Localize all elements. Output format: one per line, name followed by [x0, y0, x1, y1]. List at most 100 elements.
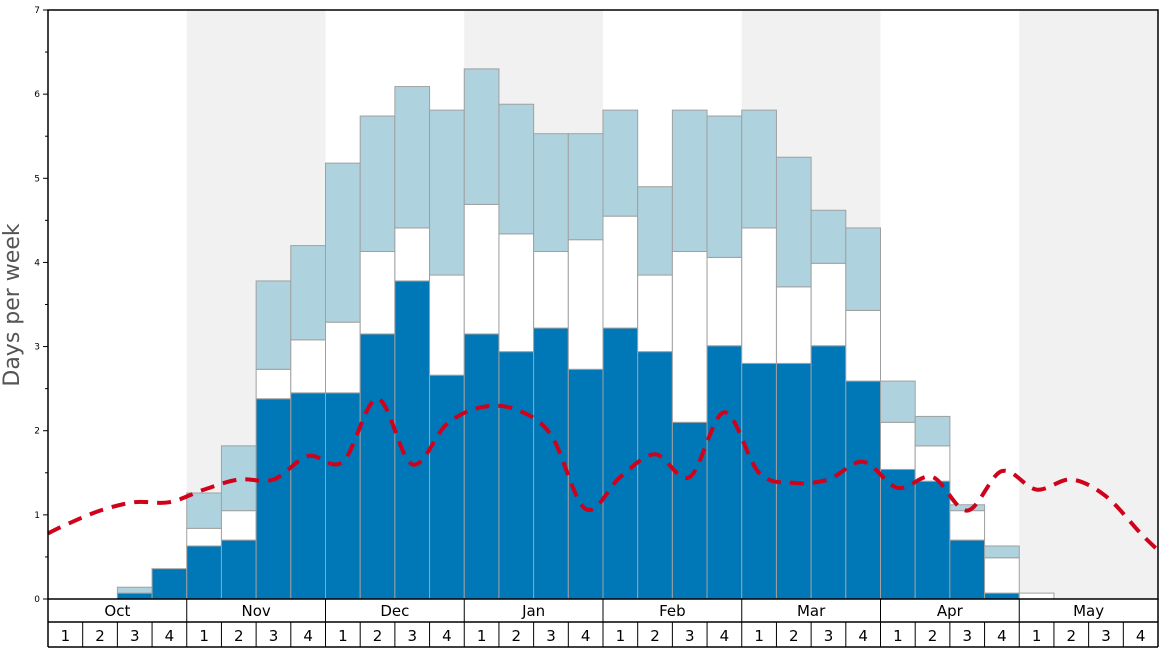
week-label-oct-2: 2: [95, 627, 105, 645]
month-label-dec: Dec: [380, 602, 409, 620]
month-label-nov: Nov: [241, 602, 270, 620]
bar-segment-0-3: [151, 568, 188, 600]
bar-segment-2-7: [290, 245, 326, 341]
week-label-apr-4: 4: [997, 627, 1007, 645]
month-label-jan: Jan: [521, 602, 545, 620]
week-label-mar-2: 2: [789, 627, 799, 645]
week-label-dec-4: 4: [442, 627, 452, 645]
bar-segment-2-8: [325, 162, 361, 323]
bar-segment-0-25: [914, 480, 951, 600]
bar-segment-2-12: [463, 68, 500, 205]
month-label-mar: Mar: [797, 602, 826, 620]
week-label-jan-3: 3: [546, 627, 556, 645]
bar-segment-0-16: [602, 327, 639, 600]
week-label-mar-4: 4: [858, 627, 868, 645]
bar-segment-0-10: [394, 280, 431, 600]
bar-segment-0-8: [325, 392, 361, 600]
bar-segment-0-23: [845, 380, 881, 600]
week-label-oct-1: 1: [61, 627, 71, 645]
week-label-apr-1: 1: [893, 627, 903, 645]
bar-segment-2-18: [671, 109, 708, 252]
bar-segment-0-27: [984, 592, 1020, 600]
week-label-feb-1: 1: [616, 627, 626, 645]
bar-segment-2-10: [394, 86, 431, 229]
bar-segment-1-11: [429, 274, 465, 376]
bar-segment-0-11: [429, 374, 465, 600]
week-label-feb-3: 3: [685, 627, 695, 645]
bar-segment-1-17: [637, 274, 673, 353]
bar-segment-0-18: [671, 421, 708, 600]
trend-line: [47, 396, 1160, 552]
bar-segment-1-12: [463, 203, 500, 335]
week-label-feb-4: 4: [720, 627, 730, 645]
week-label-may-4: 4: [1136, 627, 1146, 645]
bar-segment-1-24: [880, 421, 916, 470]
x-axis: Oct 1 2 3 4 Nov 1 2 3 4 Dec 1 2 3 4 Jan 1 2 3 4 Feb 1 2 3 4 Mar 1 2…: [47, 599, 1159, 648]
bar-segment-2-4: [186, 492, 222, 529]
bar-segment-1-25: [914, 445, 951, 482]
bar-segment-1-19: [706, 256, 743, 347]
bar-segment-0-26: [949, 539, 986, 600]
week-label-oct-4: 4: [165, 627, 175, 645]
week-label-oct-3: 3: [130, 627, 140, 645]
week-label-jan-2: 2: [512, 627, 522, 645]
bar-segment-2-25: [914, 415, 951, 447]
bar-segment-2-22: [810, 209, 847, 264]
week-label-apr-3: 3: [962, 627, 972, 645]
week-label-dec-3: 3: [407, 627, 417, 645]
bar-segment-1-10: [394, 227, 431, 282]
bar-segment-1-4: [186, 527, 222, 547]
month-label-oct: Oct: [104, 602, 130, 620]
bar-segment-2-14: [533, 133, 569, 252]
week-label-nov-2: 2: [234, 627, 244, 645]
week-label-feb-2: 2: [650, 627, 660, 645]
bar-segment-2-19: [706, 115, 743, 258]
y-tick-label-0: 0: [34, 595, 40, 605]
bar-segment-1-23: [845, 309, 881, 382]
week-label-dec-2: 2: [373, 627, 383, 645]
bar-segment-1-15: [567, 239, 604, 370]
week-label-mar-3: 3: [824, 627, 834, 645]
bar-segment-1-8: [325, 321, 361, 394]
y-tick-label-4: 4: [34, 258, 40, 268]
week-label-mar-1: 1: [754, 627, 764, 645]
week-label-jan-4: 4: [581, 627, 591, 645]
week-label-nov-3: 3: [269, 627, 279, 645]
month-label-apr: Apr: [937, 602, 964, 620]
bar-segment-2-20: [741, 109, 777, 229]
bar-segment-2-17: [637, 186, 673, 276]
y-tick-label-3: 3: [34, 343, 40, 353]
bar-segment-0-5: [220, 539, 257, 600]
bar-segment-0-15: [567, 368, 604, 600]
bar-segment-1-28: [1018, 592, 1055, 600]
bar-segment-2-13: [498, 103, 535, 235]
bar-segment-0-24: [880, 468, 916, 600]
bar-segment-2-27: [984, 545, 1020, 559]
bar-segment-1-18: [671, 250, 708, 423]
y-tick-label-6: 6: [34, 90, 40, 100]
bar-segment-1-16: [602, 215, 639, 329]
trend-line-path: [47, 396, 1160, 552]
week-label-may-1: 1: [1032, 627, 1042, 645]
week-label-jan-1: 1: [477, 627, 487, 645]
month-label-feb: Feb: [659, 602, 686, 620]
bar-segment-1-9: [359, 250, 396, 335]
bar-segment-2-23: [845, 227, 881, 311]
bar-segment-2-2: [116, 586, 153, 594]
bar-segment-1-20: [741, 227, 777, 364]
y-tick-label-2: 2: [34, 427, 40, 437]
bar-segment-1-5: [220, 510, 257, 541]
month-band-may: [1019, 10, 1158, 599]
bar-segment-1-27: [984, 557, 1020, 594]
bar-segment-2-16: [602, 109, 639, 217]
bar-segment-2-15: [567, 133, 604, 241]
bar-segment-0-9: [359, 333, 396, 600]
bar-segment-0-13: [498, 351, 535, 600]
y-axis-label: Days per week: [0, 223, 25, 386]
bar-segment-1-6: [255, 368, 292, 400]
bar-segment-1-26: [949, 510, 986, 541]
bar-segment-1-7: [290, 339, 326, 394]
bar-segment-0-17: [637, 351, 673, 600]
bar-segment-2-21: [775, 156, 812, 288]
